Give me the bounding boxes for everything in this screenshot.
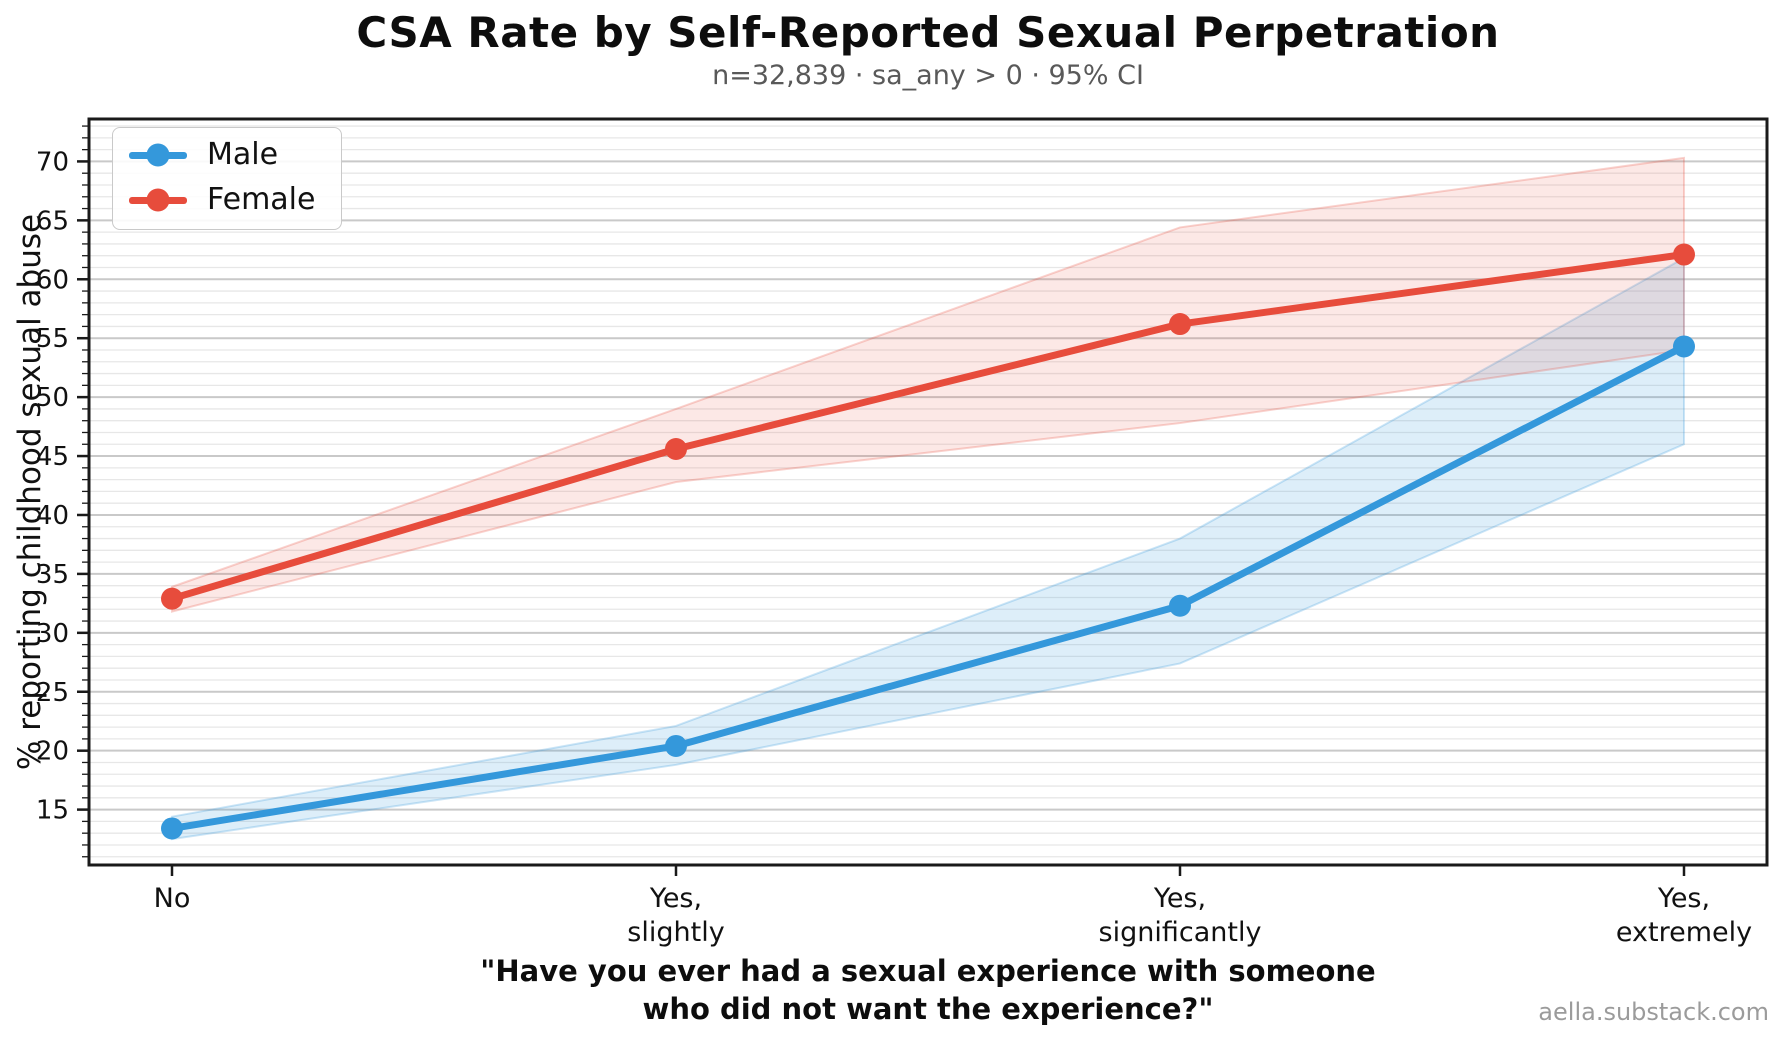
y-tick-label: 40 [36,501,69,531]
chart-subtitle: n=32,839 · sa_any > 0 · 95% CI [712,60,1144,91]
x-axis-label-line2: who did not want the experience?" [642,992,1214,1027]
legend-item-male: Male [129,140,315,170]
y-tick-label: 60 [36,265,69,295]
x-axis-label: "Have you ever had a sexual experience w… [89,952,1767,1029]
female-point-1 [665,437,687,460]
y-tick-label: 30 [36,619,69,649]
y-tick-label: 25 [36,678,69,708]
y-tick-label: 45 [36,442,69,472]
y-tick-labels: 15 20 25 30 35 40 45 50 55 60 65 70 [36,147,69,825]
y-tick-label: 70 [36,147,69,177]
legend-item-female: Female [129,185,315,215]
legend-label-female: Female [207,182,316,217]
y-tick-label: 20 [36,737,69,767]
legend-label-male: Male [207,137,279,172]
male-point-1 [665,734,687,757]
y-tick-label: 35 [36,560,69,590]
male-point-0 [161,817,183,840]
male-point-3 [1673,335,1695,358]
y-tick-label: 65 [36,206,69,236]
y-tick-label: 55 [36,324,69,354]
male-legend-line-icon [129,143,187,167]
minor-gridlines [89,125,1767,858]
male-line [168,342,1688,832]
x-tick-labels: No Yes, slightly Yes, significantly Yes, extre… [154,883,1752,948]
chart-title: CSA Rate by Self-Reported Sexual Perpetr… [356,8,1500,57]
male-ci-band [171,256,1685,841]
x-tick-label: No [154,883,191,914]
x-tick-label: Yes, slightly [627,883,724,948]
female-legend-dot-icon [146,188,170,212]
female-point-2 [1169,313,1191,336]
y-tick-label: 50 [36,383,69,413]
x-axis-label-line1: "Have you ever had a sexual experience w… [480,954,1376,988]
major-gridlines [89,160,1767,811]
x-tick-label: Yes, extremely [1616,883,1752,948]
x-tick-label: Yes, significantly [1099,883,1262,948]
female-line [168,251,1688,603]
axis-ticks [77,125,1686,876]
male-point-2 [1169,594,1191,617]
watermark: aella.substack.com [1538,998,1769,1026]
female-legend-line-icon [129,188,187,212]
male-legend-dot-icon [146,143,170,167]
female-point-3 [1673,243,1695,266]
y-tick-label: 15 [36,796,69,826]
female-point-0 [161,587,183,610]
legend: Male Female [112,127,343,230]
